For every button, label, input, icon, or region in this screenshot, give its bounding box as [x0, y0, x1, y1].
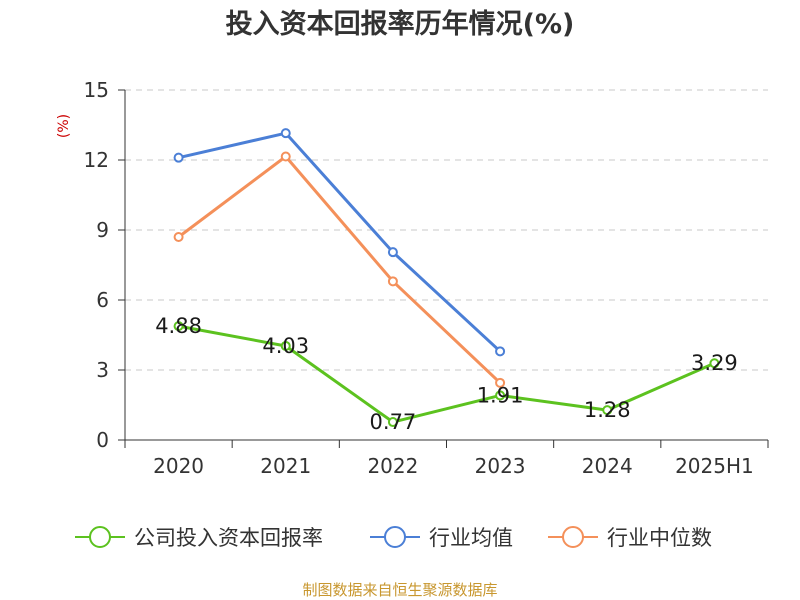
data-point[interactable]	[709, 358, 720, 369]
legend[interactable]: 公司投入资本回报率 行业均值 行业中位数	[75, 526, 712, 550]
y-tick-label: 9	[96, 218, 109, 242]
axes: 0 3 6 9 12 15 2020 2021 2022 2023 2024 2025H1	[84, 78, 769, 478]
y-tick-label: 3	[96, 358, 109, 382]
data-label: 1.91	[477, 383, 524, 407]
y-tick-label: 0	[96, 428, 109, 452]
data-point[interactable]	[280, 128, 291, 139]
x-tick-label: 2023	[475, 454, 526, 478]
data-point[interactable]	[280, 340, 291, 351]
data-label: 3.29	[691, 351, 738, 375]
x-tick-label: 2024	[582, 454, 633, 478]
data-point[interactable]	[387, 247, 398, 258]
data-point[interactable]	[173, 321, 184, 332]
gridlines	[125, 89, 768, 371]
data-label: 1.28	[584, 398, 631, 422]
y-tick-label: 6	[96, 288, 109, 312]
legend-label[interactable]: 公司投入资本回报率	[134, 526, 323, 550]
data-label: 4.88	[155, 314, 202, 338]
x-tick-label: 2022	[367, 454, 418, 478]
y-axis-label: (%)	[56, 114, 72, 138]
legend-label[interactable]: 行业均值	[429, 526, 513, 550]
data-point[interactable]	[495, 390, 506, 401]
data-label: 0.77	[370, 410, 417, 434]
data-point[interactable]	[173, 152, 184, 163]
chart-title: 投入资本回报率历年情况(%)	[226, 8, 575, 40]
data-point[interactable]	[387, 417, 398, 428]
legend-label[interactable]: 行业中位数	[607, 526, 712, 550]
data-point[interactable]	[495, 377, 506, 388]
legend-marker-circle[interactable]	[89, 526, 111, 548]
x-tick-label: 2025H1	[675, 454, 754, 478]
x-tick-label: 2020	[153, 454, 204, 478]
y-tick-label: 15	[84, 78, 109, 102]
legend-marker-circle[interactable]	[384, 526, 406, 548]
source-note: 制图数据来自恒生聚源数据库	[302, 581, 497, 599]
legend-marker-circle[interactable]	[562, 526, 584, 548]
y-tick-label: 12	[84, 148, 109, 172]
series-line	[178, 131, 502, 353]
data-point[interactable]	[602, 405, 613, 416]
x-tick-label: 2021	[260, 454, 311, 478]
data-labels: 4.88 4.03 0.77 1.91 1.28 3.29	[155, 314, 738, 434]
data-point[interactable]	[387, 276, 398, 287]
data-point[interactable]	[495, 346, 506, 357]
series-line	[178, 324, 716, 424]
data-label: 4.03	[262, 334, 309, 358]
series-group	[173, 128, 720, 428]
series-line	[177, 155, 502, 384]
data-point[interactable]	[173, 232, 184, 242]
data-point[interactable]	[280, 151, 291, 162]
